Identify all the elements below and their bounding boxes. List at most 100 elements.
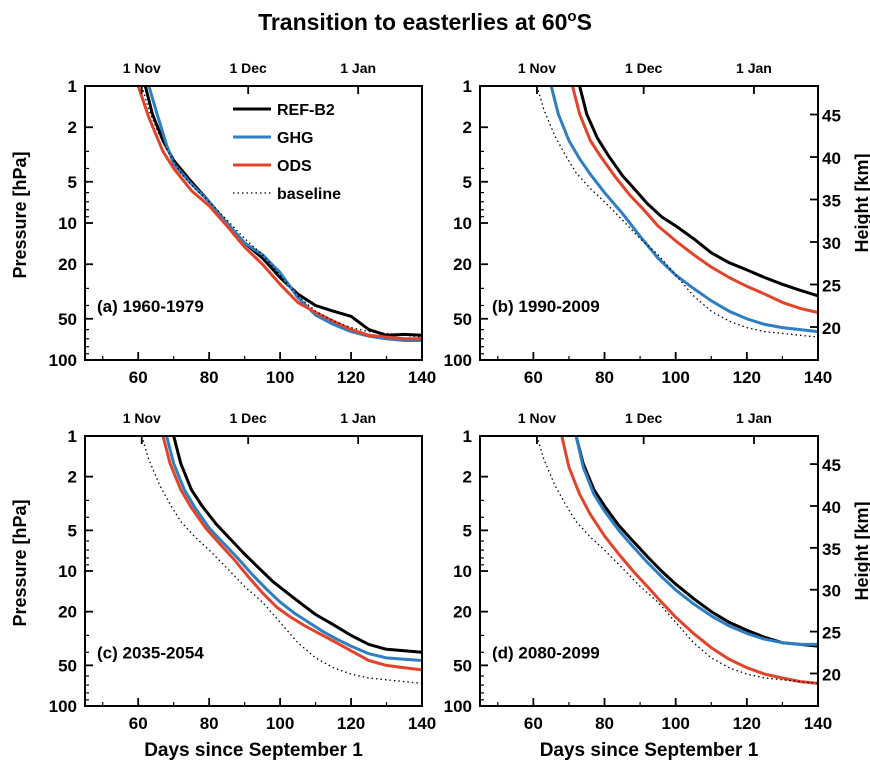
series-line-ods bbox=[136, 85, 422, 341]
top-date-label: 1 Jan bbox=[736, 60, 772, 76]
y-tick-label: 100 bbox=[49, 697, 77, 716]
x-tick-label: 100 bbox=[661, 368, 689, 387]
y-tick-label: 1 bbox=[68, 427, 77, 446]
y-tick-label: 1 bbox=[463, 427, 472, 446]
panel-label: (a) 1960-1979 bbox=[97, 297, 204, 316]
y2-tick-label: 20 bbox=[822, 319, 841, 338]
x-tick-label: 120 bbox=[733, 714, 761, 733]
figure-title-end: S bbox=[577, 9, 592, 35]
plot-frame bbox=[479, 435, 819, 707]
figure-title-main: Transition to easterlies at 60 bbox=[258, 9, 567, 35]
x-tick-label: 80 bbox=[595, 368, 614, 387]
top-date-label: 1 Nov bbox=[518, 60, 556, 76]
x-tick-label: 80 bbox=[200, 714, 219, 733]
y2-tick-label: 45 bbox=[822, 107, 841, 126]
legend-label: REF-B2 bbox=[277, 102, 335, 119]
x-tick-label: 140 bbox=[408, 714, 436, 733]
y-tick-label: 100 bbox=[444, 697, 472, 716]
top-date-label: 1 Dec bbox=[229, 410, 267, 426]
top-date-label: 1 Jan bbox=[340, 410, 376, 426]
x-axis-label: Days since September 1 bbox=[540, 740, 759, 761]
series-line-ods bbox=[571, 85, 819, 314]
panel-1: 60 80 100 120 140 1 Nov 1 Dec 1 Jan 1 2 5 10 20 50 100… bbox=[10, 60, 436, 387]
x-tick-label: 80 bbox=[595, 714, 614, 733]
x-tick-label: 60 bbox=[524, 368, 543, 387]
y-tick-label: 100 bbox=[49, 351, 77, 370]
y-tick-label: 50 bbox=[58, 310, 77, 329]
panel-3: 60 80 100 120 140 1 Nov 1 Dec 1 Jan 1 2 5 10 20 50 100… bbox=[10, 410, 436, 761]
x-tick-label: 120 bbox=[337, 368, 365, 387]
x-tick-label: 140 bbox=[804, 714, 832, 733]
y2-tick-label: 25 bbox=[822, 624, 841, 643]
y-axis-label: Pressure [hPa] bbox=[10, 151, 30, 278]
y-tick-label: 5 bbox=[68, 521, 77, 540]
y-tick-label: 20 bbox=[58, 255, 77, 274]
y-tick-label: 20 bbox=[453, 603, 472, 622]
legend-label: baseline bbox=[277, 186, 341, 203]
panel-label: (d) 2080-2099 bbox=[492, 644, 600, 663]
x-tick-label: 140 bbox=[804, 368, 832, 387]
y2-tick-label: 40 bbox=[822, 149, 841, 168]
y-tick-label: 10 bbox=[453, 214, 472, 233]
x-axis-label: Days since September 1 bbox=[144, 740, 363, 761]
y-tick-label: 2 bbox=[68, 468, 77, 487]
figure-title: Transition to easterlies at 60oS bbox=[258, 8, 592, 35]
legend-label: ODS bbox=[277, 158, 312, 175]
top-date-label: 1 Nov bbox=[518, 410, 556, 426]
top-date-label: 1 Dec bbox=[625, 60, 663, 76]
y-tick-label: 2 bbox=[68, 118, 77, 137]
plot-frame bbox=[84, 435, 423, 707]
series-line-ref-b2 bbox=[574, 435, 819, 648]
panel-label: (b) 1990-2009 bbox=[492, 297, 600, 316]
plot-frame bbox=[84, 85, 423, 361]
y-axis-label: Pressure [hPa] bbox=[10, 499, 30, 626]
y-tick-label: 50 bbox=[453, 310, 472, 329]
y-tick-label: 10 bbox=[58, 214, 77, 233]
y2-tick-label: 25 bbox=[822, 277, 841, 296]
x-tick-label: 60 bbox=[524, 714, 543, 733]
y2-axis-label: Height [km] bbox=[852, 154, 870, 253]
x-tick-label: 80 bbox=[200, 368, 219, 387]
y2-tick-label: 35 bbox=[822, 192, 841, 211]
x-tick-label: 100 bbox=[266, 368, 294, 387]
y2-tick-label: 35 bbox=[822, 540, 841, 559]
y-tick-label: 5 bbox=[463, 521, 472, 540]
figure-title-sup: o bbox=[567, 8, 576, 25]
y-tick-label: 2 bbox=[463, 118, 472, 137]
series-line-ods bbox=[560, 435, 819, 685]
y2-tick-label: 30 bbox=[822, 582, 841, 601]
y-tick-label: 1 bbox=[463, 77, 472, 96]
y-tick-label: 2 bbox=[463, 468, 472, 487]
series-line-ref-b2 bbox=[578, 85, 819, 298]
y2-tick-label: 30 bbox=[822, 234, 841, 253]
y-tick-label: 50 bbox=[453, 656, 472, 675]
top-date-label: 1 Nov bbox=[123, 410, 161, 426]
y-tick-label: 100 bbox=[444, 351, 472, 370]
series-line-ghg bbox=[549, 85, 819, 334]
y-tick-label: 10 bbox=[58, 562, 77, 581]
plot-frame bbox=[479, 85, 819, 361]
y-tick-label: 5 bbox=[463, 173, 472, 192]
legend-label: GHG bbox=[277, 130, 313, 147]
y-tick-label: 20 bbox=[58, 603, 77, 622]
top-date-label: 1 Nov bbox=[123, 60, 161, 76]
top-date-label: 1 Dec bbox=[229, 60, 267, 76]
y2-axis-label: Height [km] bbox=[852, 502, 870, 601]
x-tick-label: 120 bbox=[733, 368, 761, 387]
top-date-label: 1 Jan bbox=[340, 60, 376, 76]
panel-label: (c) 2035-2054 bbox=[97, 644, 204, 663]
top-date-label: 1 Jan bbox=[736, 410, 772, 426]
x-tick-label: 120 bbox=[337, 714, 365, 733]
y2-tick-label: 45 bbox=[822, 456, 841, 475]
y-tick-label: 1 bbox=[68, 77, 77, 96]
x-tick-label: 60 bbox=[129, 714, 148, 733]
y-tick-label: 5 bbox=[68, 173, 77, 192]
x-tick-label: 100 bbox=[266, 714, 294, 733]
series-line-ods bbox=[161, 435, 423, 672]
x-tick-label: 60 bbox=[129, 368, 148, 387]
series-line-baseline bbox=[536, 85, 819, 338]
